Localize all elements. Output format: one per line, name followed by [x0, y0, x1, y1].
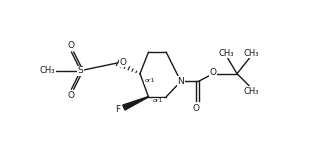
Text: O: O [119, 58, 126, 67]
Text: O: O [193, 104, 200, 114]
Text: N: N [177, 77, 184, 86]
Text: O: O [68, 41, 75, 50]
Text: O: O [68, 91, 75, 100]
Text: or1: or1 [145, 78, 155, 83]
Text: CH₃: CH₃ [219, 48, 234, 57]
Text: or1: or1 [153, 98, 163, 103]
Text: S: S [78, 66, 84, 75]
Polygon shape [123, 97, 149, 110]
Text: CH₃: CH₃ [243, 48, 259, 57]
Text: CH₃: CH₃ [39, 66, 55, 75]
Text: CH₃: CH₃ [243, 87, 259, 96]
Text: O: O [210, 68, 217, 77]
Text: F: F [115, 105, 120, 114]
